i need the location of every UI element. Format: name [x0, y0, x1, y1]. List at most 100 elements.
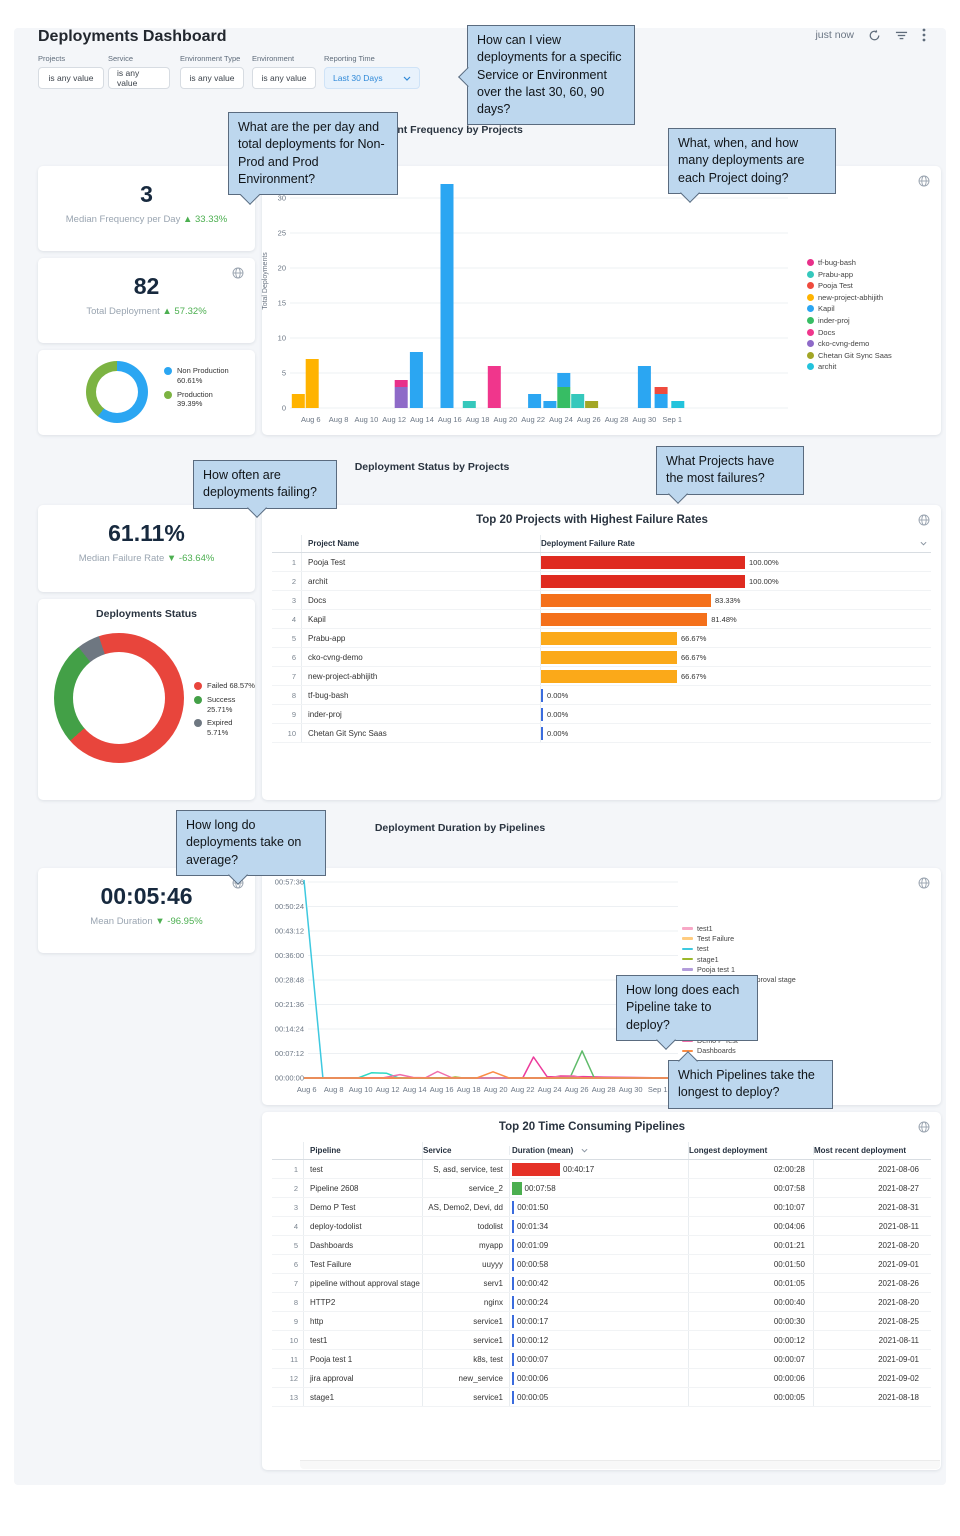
duration-line-chart[interactable]: 00:00:00 00:07:12 00:14:24 00:21:36 00:28:48…: [268, 876, 788, 1100]
bar-segment[interactable]: [571, 394, 585, 408]
column-service[interactable]: Service: [423, 1146, 510, 1155]
legend-item[interactable]: Chetan Git Sync Saas: [807, 351, 892, 360]
bar-segment[interactable]: [440, 184, 454, 408]
column-most-recent[interactable]: Most recent deployment: [814, 1146, 907, 1155]
row-index: 3: [272, 591, 302, 609]
sort-chevron-icon[interactable]: [920, 539, 927, 548]
legend-item[interactable]: Success 25.71%: [194, 695, 255, 715]
legend-item[interactable]: inder-proj: [807, 316, 892, 325]
column-longest[interactable]: Longest deployment: [689, 1146, 814, 1155]
legend-item[interactable]: test1: [682, 924, 796, 933]
bar-segment[interactable]: [543, 401, 557, 408]
status-donut-chart[interactable]: [54, 633, 184, 763]
refresh-icon[interactable]: [868, 29, 881, 42]
line-series[interactable]: [304, 1070, 672, 1079]
filter-label: Projects: [38, 54, 66, 63]
chevron-down-icon: [403, 73, 411, 83]
bar-segment[interactable]: [585, 401, 599, 408]
bar-segment[interactable]: [394, 380, 408, 387]
globe-icon[interactable]: [918, 174, 930, 192]
svg-text:20: 20: [278, 264, 286, 273]
status-donut-legend: Failed 68.57% Success 25.71% Expired 5.71%: [194, 681, 255, 742]
filter-service-value[interactable]: is any value: [108, 67, 170, 89]
pipeline-cell: deploy-todolist: [304, 1217, 423, 1235]
legend-item[interactable]: Kapil: [807, 304, 892, 313]
callout-longest-pipelines: Which Pipelines take the longest to depl…: [668, 1050, 833, 1109]
environment-donut-chart[interactable]: [86, 361, 148, 423]
legend-line: [682, 947, 693, 951]
row-index: 13: [272, 1388, 304, 1406]
legend-item[interactable]: Pooja test 1: [682, 965, 796, 974]
bar-segment[interactable]: [654, 387, 668, 394]
legend-label: tf-bug-bash: [818, 258, 856, 267]
bar-segment[interactable]: [654, 394, 668, 408]
globe-icon[interactable]: [918, 1120, 930, 1138]
column-failure-rate[interactable]: Deployment Failure Rate: [541, 539, 635, 548]
filter-projects-value[interactable]: is any value: [38, 67, 104, 89]
bar-segment[interactable]: [291, 394, 305, 408]
kebab-menu-icon[interactable]: [922, 28, 926, 42]
legend-label: Production 39.39%: [177, 389, 213, 409]
legend-item[interactable]: Pooja Test: [807, 281, 892, 290]
table-row: 7 pipeline without approval stage serv1 00:…: [272, 1274, 931, 1293]
longest-cell: 00:00:06: [689, 1369, 814, 1387]
legend-item[interactable]: Failed 68.57%: [194, 681, 255, 691]
legend-item[interactable]: Test Failure: [682, 934, 796, 943]
svg-text:Aug 26: Aug 26: [577, 415, 601, 424]
duration-cell: 00:01:09: [510, 1236, 689, 1254]
bar-segment[interactable]: [528, 394, 542, 408]
filter-environment-value[interactable]: is any value: [252, 67, 316, 89]
bar-segment[interactable]: [637, 366, 651, 408]
frequency-bar-chart[interactable]: 0 5 10 15 20 25 30 Aug 6 Aug 8 Aug 10 Aug 12 Aug 14…: [272, 170, 792, 428]
duration-cell: 00:40:17: [510, 1160, 689, 1178]
reporting-time-dropdown[interactable]: Last 30 Days: [324, 67, 420, 89]
legend-item[interactable]: Docs: [807, 328, 892, 337]
median-failure-label: Median Failure Rate ▼ -63.64%: [78, 553, 215, 564]
legend-item[interactable]: Non Production 60.61%: [164, 366, 235, 386]
filter-icon[interactable]: [895, 29, 908, 42]
failure-rate-bar: [541, 593, 711, 607]
legend-item[interactable]: archit: [807, 362, 892, 371]
legend-item[interactable]: new-project-abhijith: [807, 293, 892, 302]
bar-segment[interactable]: [557, 373, 571, 387]
row-index: 8: [272, 1293, 304, 1311]
bar-segment[interactable]: [557, 387, 571, 408]
bar-segment[interactable]: [305, 359, 319, 408]
bar-segment[interactable]: [671, 401, 685, 408]
horizontal-scrollbar[interactable]: [300, 1460, 940, 1469]
legend-item[interactable]: Prabu-app: [807, 270, 892, 279]
globe-icon[interactable]: [232, 266, 244, 284]
filter-label: Environment: [252, 54, 295, 63]
line-series[interactable]: [304, 1056, 672, 1079]
legend-item[interactable]: Dashboards: [682, 1046, 796, 1055]
globe-icon[interactable]: [918, 876, 930, 894]
legend-item[interactable]: tf-bug-bash: [807, 258, 892, 267]
service-cell: new_service: [423, 1369, 510, 1387]
bar-segment[interactable]: [462, 401, 476, 408]
column-duration[interactable]: Duration (mean): [512, 1146, 574, 1155]
legend-label: new-project-abhijith: [818, 292, 884, 302]
bar-segment[interactable]: [409, 352, 423, 408]
column-pipeline[interactable]: Pipeline: [304, 1142, 423, 1159]
legend-item[interactable]: test: [682, 944, 796, 953]
table-row: 6 cko-cvng-demo 66.67%: [272, 648, 931, 667]
bar-segment[interactable]: [394, 387, 408, 408]
row-index: 9: [272, 705, 302, 723]
filter-environment-type-value[interactable]: is any value: [180, 67, 244, 89]
recent-cell: 2021-09-01: [878, 1354, 919, 1364]
line-series[interactable]: [303, 879, 324, 1079]
recent-cell: 2021-08-06: [878, 1164, 919, 1174]
column-project-name[interactable]: Project Name: [302, 535, 541, 552]
legend-item[interactable]: stage1: [682, 955, 796, 964]
legend-item[interactable]: Expired 5.71%: [194, 718, 255, 738]
failure-rates-table-card: Top 20 Projects with Highest Failure Rat…: [262, 505, 941, 800]
line-series[interactable]: [304, 1071, 672, 1079]
bar-segment[interactable]: [487, 366, 501, 408]
legend-dot: [807, 363, 814, 371]
legend-item[interactable]: cko-cvng-demo: [807, 339, 892, 348]
median-frequency-value: 3: [140, 181, 153, 207]
sort-chevron-icon[interactable]: [581, 1146, 588, 1155]
recent-cell: 2021-09-02: [878, 1373, 919, 1383]
legend-item[interactable]: Production 39.39%: [164, 390, 235, 410]
globe-icon[interactable]: [918, 513, 930, 531]
